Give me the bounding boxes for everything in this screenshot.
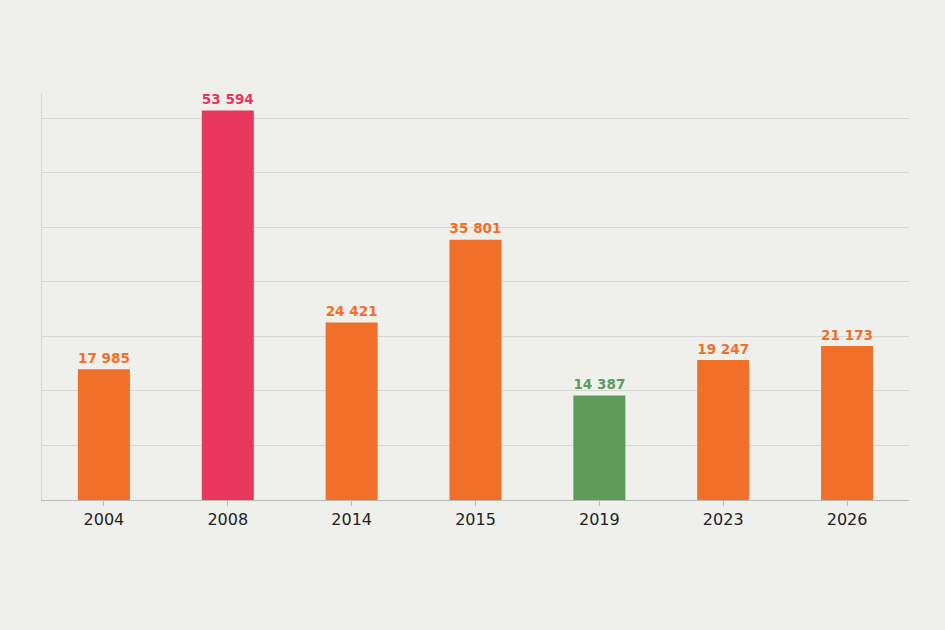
svg-text:35 801: 35 801 bbox=[450, 220, 502, 236]
svg-text:24 421: 24 421 bbox=[326, 303, 378, 319]
svg-text:2015: 2015 bbox=[455, 510, 496, 529]
svg-text:2026: 2026 bbox=[827, 510, 868, 529]
svg-text:2008: 2008 bbox=[207, 510, 248, 529]
svg-text:2019: 2019 bbox=[579, 510, 620, 529]
svg-text:2004: 2004 bbox=[84, 510, 125, 529]
svg-text:2023: 2023 bbox=[703, 510, 744, 529]
svg-text:2014: 2014 bbox=[331, 510, 372, 529]
svg-text:17 985: 17 985 bbox=[78, 350, 130, 366]
svg-text:53 594: 53 594 bbox=[202, 91, 254, 107]
svg-text:19 247: 19 247 bbox=[697, 341, 749, 357]
svg-text:21 173: 21 173 bbox=[821, 327, 873, 343]
svg-text:14 387: 14 387 bbox=[573, 376, 625, 392]
